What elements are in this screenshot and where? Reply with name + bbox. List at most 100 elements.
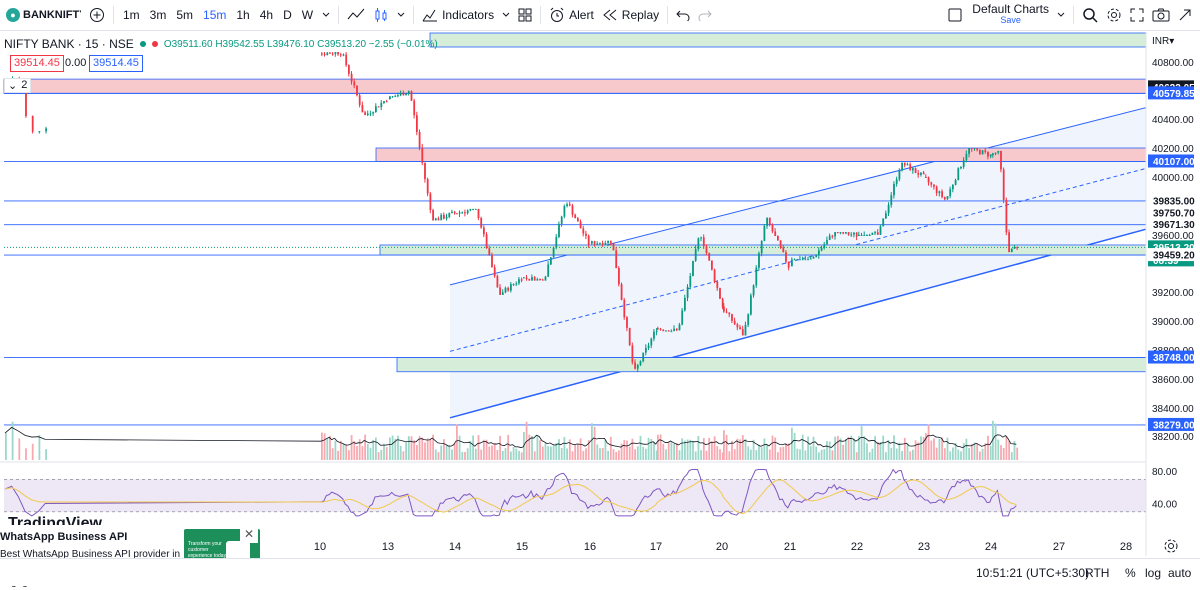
chart-type-candles-button[interactable] xyxy=(369,0,393,31)
indicators-toggle[interactable]: ⌄ 2 xyxy=(4,78,32,93)
replay-button[interactable]: Replay xyxy=(598,0,663,31)
volume-bar xyxy=(763,438,766,460)
session-button[interactable]: RTH xyxy=(1085,566,1110,580)
indicators-dropdown[interactable] xyxy=(498,0,514,31)
settings-button[interactable] xyxy=(1102,0,1126,31)
volume-bar xyxy=(45,449,47,460)
price-tick-label: 38600.00 xyxy=(1152,375,1194,386)
candle-body xyxy=(725,311,728,313)
indicators-button[interactable]: Indicators xyxy=(418,0,498,31)
candle-body xyxy=(702,237,705,247)
candle-body xyxy=(768,217,771,225)
volume-bar xyxy=(796,448,799,460)
percent-button[interactable]: % xyxy=(1125,566,1136,580)
timeframe-1m[interactable]: 1m xyxy=(123,8,140,22)
chevron-down-icon: ⌄ xyxy=(8,80,18,92)
volume-bar xyxy=(898,442,901,460)
redo-button[interactable] xyxy=(694,0,716,31)
timeframe-5m[interactable]: 5m xyxy=(176,8,194,22)
gear-icon xyxy=(1107,8,1121,22)
sell-price-box[interactable]: 39514.45 xyxy=(10,55,64,72)
divider xyxy=(413,6,415,24)
symbol-search[interactable]: ● BANKNIFTY xyxy=(0,0,85,31)
undo-button[interactable] xyxy=(672,0,694,31)
candle-body xyxy=(979,149,981,155)
timeframe-3m[interactable]: 3m xyxy=(149,8,167,22)
buy-price-box[interactable]: 39514.45 xyxy=(89,55,143,72)
candle-body xyxy=(692,260,694,277)
candle-body xyxy=(429,193,432,211)
timeframe-dropdown[interactable] xyxy=(318,0,334,31)
candle-body xyxy=(713,269,716,282)
snapshot-button[interactable] xyxy=(1148,0,1174,31)
chart-type-line-button[interactable] xyxy=(343,0,369,31)
fullscreen-button[interactable] xyxy=(1126,0,1148,31)
candle-body xyxy=(826,239,828,245)
volume-bar xyxy=(626,440,628,460)
volume-bar xyxy=(397,435,399,460)
volume-bar xyxy=(531,436,533,460)
compare-symbol-button[interactable] xyxy=(85,0,109,31)
volume-bar xyxy=(402,451,405,460)
volume-bar xyxy=(639,435,642,460)
candle-body xyxy=(394,96,397,98)
candle-body xyxy=(323,53,326,55)
candle-body xyxy=(949,189,952,197)
volume-bar xyxy=(853,438,855,460)
candle-body xyxy=(628,327,631,346)
clock[interactable]: 10:51:21 (UTC+5:30) xyxy=(976,566,1090,580)
volume-bar xyxy=(653,441,655,460)
candle-body xyxy=(976,148,979,150)
auto-button[interactable]: auto xyxy=(1168,566,1192,580)
volume-bar xyxy=(686,439,689,460)
volume-bar xyxy=(394,438,397,460)
volume-bar xyxy=(628,446,631,460)
layouts-button[interactable] xyxy=(514,0,536,31)
chart-type-dropdown[interactable] xyxy=(393,0,409,31)
volume-bar xyxy=(697,435,700,460)
ad-image-text: Transform your customer experience today xyxy=(188,541,227,559)
candle-body xyxy=(879,226,882,235)
alert-button[interactable]: Alert xyxy=(545,0,598,31)
close-icon[interactable]: ✕ xyxy=(240,527,258,543)
expand-button[interactable] xyxy=(1174,0,1200,31)
timeframe-D[interactable]: D xyxy=(283,8,292,22)
candle-body xyxy=(933,184,935,187)
timeframe-15m[interactable]: 15m xyxy=(203,8,227,22)
candle-body xyxy=(684,297,686,311)
indicators-count: 2 xyxy=(21,79,28,91)
candle-body xyxy=(842,232,845,234)
volume-bar xyxy=(768,449,771,460)
layout-dropdown[interactable] xyxy=(1053,0,1069,31)
volume-bar xyxy=(599,448,601,460)
layout-manager[interactable]: Default Charts Save xyxy=(944,0,1053,31)
chart-settings-button[interactable] xyxy=(1163,538,1179,557)
volume-bar xyxy=(890,447,893,460)
time-tick-label: 28 xyxy=(1120,541,1132,553)
candle-body xyxy=(997,150,1000,153)
candle-body xyxy=(389,96,391,100)
candle-body xyxy=(850,234,853,236)
volume-bar xyxy=(946,437,949,460)
time-tick-label: 13 xyxy=(382,541,394,553)
volume-bar xyxy=(11,421,14,460)
volume-bar xyxy=(965,438,968,460)
volume-bar xyxy=(752,439,755,460)
timeframe-1h[interactable]: 1h xyxy=(236,8,250,22)
volume-bar xyxy=(499,435,501,460)
timeframe-4h[interactable]: 4h xyxy=(259,8,274,22)
candle-body xyxy=(329,52,331,54)
log-button[interactable]: log xyxy=(1145,566,1162,580)
rsi-tick-label: 40.00 xyxy=(1152,500,1177,511)
volume-bar xyxy=(700,450,702,460)
candle-body xyxy=(472,208,474,210)
volume-bar xyxy=(823,449,826,460)
volume-bar xyxy=(906,444,909,460)
search-button[interactable] xyxy=(1078,0,1102,31)
volume-bar xyxy=(799,449,801,460)
candle-body xyxy=(618,268,620,285)
candle-body xyxy=(568,204,571,206)
candle-body xyxy=(747,314,750,325)
timeframe-W[interactable]: W xyxy=(301,8,314,22)
